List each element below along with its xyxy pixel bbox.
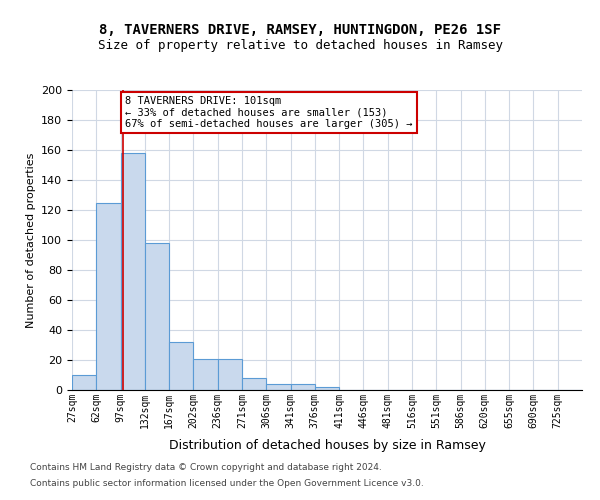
Text: 8, TAVERNERS DRIVE, RAMSEY, HUNTINGDON, PE26 1SF: 8, TAVERNERS DRIVE, RAMSEY, HUNTINGDON, … xyxy=(99,22,501,36)
Bar xyxy=(72,375,96,390)
Text: Size of property relative to detached houses in Ramsey: Size of property relative to detached ho… xyxy=(97,39,503,52)
Text: Contains public sector information licensed under the Open Government Licence v3: Contains public sector information licen… xyxy=(30,479,424,488)
Bar xyxy=(315,387,339,390)
Bar xyxy=(96,202,121,390)
Bar xyxy=(242,378,266,390)
Text: 8 TAVERNERS DRIVE: 101sqm
← 33% of detached houses are smaller (153)
67% of semi: 8 TAVERNERS DRIVE: 101sqm ← 33% of detac… xyxy=(125,96,413,129)
Bar xyxy=(121,153,145,390)
Y-axis label: Number of detached properties: Number of detached properties xyxy=(26,152,35,328)
Bar xyxy=(218,358,242,390)
Bar xyxy=(290,384,315,390)
Bar xyxy=(193,358,218,390)
Bar xyxy=(145,243,169,390)
Bar xyxy=(266,384,290,390)
Text: Contains HM Land Registry data © Crown copyright and database right 2024.: Contains HM Land Registry data © Crown c… xyxy=(30,462,382,471)
Bar xyxy=(169,342,193,390)
X-axis label: Distribution of detached houses by size in Ramsey: Distribution of detached houses by size … xyxy=(169,439,485,452)
